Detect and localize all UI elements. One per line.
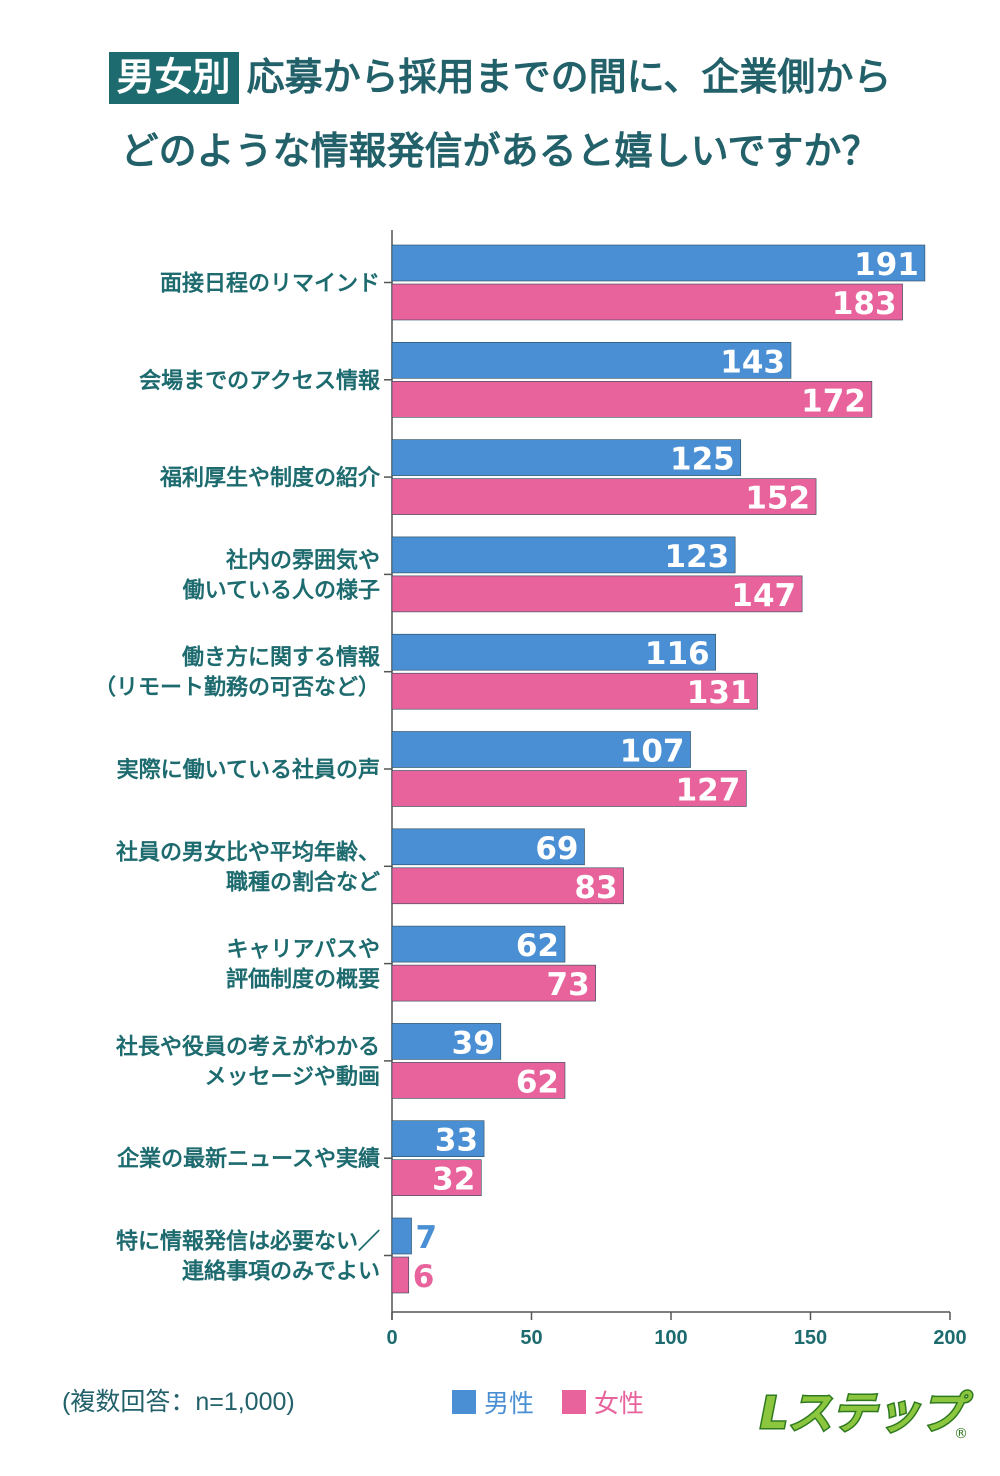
bar-male — [391, 341, 792, 379]
category-label: （リモート勤務の可否など） — [94, 675, 380, 701]
bar-female — [391, 672, 758, 710]
category-label: 働いている人の様子 — [182, 577, 380, 603]
x-tick-label: 50 — [520, 1327, 542, 1349]
bar-female — [391, 575, 803, 613]
bar-male — [391, 1217, 412, 1255]
bar-female — [391, 283, 903, 321]
title-badge: 男女別 — [108, 52, 239, 104]
bar-male — [391, 536, 736, 574]
data-label-female: 152 — [745, 481, 810, 517]
category-label: 福利厚生や制度の紹介 — [159, 465, 381, 491]
data-label-female: 147 — [731, 578, 796, 614]
bar-female — [391, 867, 624, 905]
data-label-female: 183 — [832, 286, 897, 322]
data-label-female: 62 — [516, 1064, 559, 1100]
category-label: 評価制度の概要 — [226, 967, 380, 993]
bar-male — [391, 439, 742, 476]
bar-male — [391, 828, 585, 866]
title-text-1: 応募から採用までの間に、企業側から — [246, 55, 892, 99]
bar-male — [391, 633, 716, 671]
data-label-female: 83 — [574, 870, 617, 906]
data-label-male: 62 — [516, 928, 559, 964]
legend-female-swatch — [562, 1390, 586, 1414]
bar-female — [391, 1062, 566, 1099]
bar-male — [391, 925, 566, 963]
bar-male — [391, 1120, 485, 1157]
legend-male-label: 男性 — [484, 1389, 535, 1418]
category-label: メッセージや動画 — [204, 1065, 380, 1090]
bar-female — [391, 1159, 482, 1196]
data-label-female: 131 — [687, 675, 752, 711]
lstep-logo: Lステップ ® — [759, 1387, 975, 1443]
category-label: 連絡事項のみでよい — [182, 1259, 380, 1285]
logo-text: Lステップ — [760, 1388, 973, 1439]
category-label: 社員の男女比や平均年齢、 — [116, 839, 380, 865]
data-label-female: 127 — [676, 773, 741, 809]
bar-female — [391, 964, 596, 1002]
data-label-male: 69 — [535, 831, 578, 867]
data-label-female: 73 — [547, 967, 590, 1003]
bar-male — [391, 1023, 502, 1060]
bar-female — [391, 478, 817, 515]
data-label-male: 33 — [435, 1123, 478, 1159]
title-line-2: どのような情報発信があると嬉しいですか？ — [120, 129, 880, 173]
bar-female — [391, 380, 873, 418]
data-label-female: 32 — [432, 1162, 475, 1198]
bar-female — [391, 770, 747, 807]
category-label: 働き方に関する情報 — [181, 645, 381, 671]
data-label-male: 107 — [620, 734, 685, 770]
bar-female — [391, 1256, 410, 1294]
category-label: 実際に働いている社員の声 — [117, 757, 380, 783]
category-label: 特に情報発信は必要ない／ — [116, 1229, 380, 1255]
x-tick-label: 0 — [386, 1327, 397, 1349]
x-tick-label: 150 — [794, 1327, 827, 1349]
x-tick-label: 200 — [933, 1327, 966, 1349]
x-tick-label: 100 — [654, 1327, 687, 1349]
legend-male: 男性 — [452, 1384, 534, 1420]
bar-male — [391, 731, 691, 768]
logo-registered-mark: ® — [954, 1426, 968, 1442]
category-label: 職種の割合など — [226, 869, 380, 895]
legend-male-swatch — [452, 1390, 476, 1414]
bar-male — [391, 244, 926, 282]
data-label-male: 116 — [645, 636, 710, 672]
category-label: キャリアパスや — [226, 938, 380, 963]
category-label: 企業の最新ニュースや実績 — [116, 1146, 380, 1172]
title-line-1: 男女別 応募から採用までの間に、企業側から — [0, 52, 1000, 104]
data-label-female: 172 — [801, 383, 866, 419]
data-label-female: 6 — [413, 1259, 435, 1295]
category-label: 社内の雰囲気や — [226, 547, 380, 573]
data-label-male: 125 — [670, 442, 735, 478]
data-label-male: 39 — [452, 1025, 495, 1061]
data-label-male: 7 — [416, 1220, 438, 1256]
legend-female: 女性 — [562, 1384, 644, 1420]
data-label-male: 191 — [854, 247, 919, 283]
legend-female-label: 女性 — [594, 1389, 645, 1418]
footnote: (複数回答：n=1,000) — [62, 1388, 295, 1416]
category-label: 面接日程のリマインド — [160, 272, 380, 297]
data-label-male: 123 — [664, 539, 729, 575]
category-label: 社長や役員の考えがわかる — [116, 1034, 380, 1060]
data-label-male: 143 — [720, 344, 785, 380]
category-label: 会場までのアクセス情報 — [139, 368, 381, 394]
